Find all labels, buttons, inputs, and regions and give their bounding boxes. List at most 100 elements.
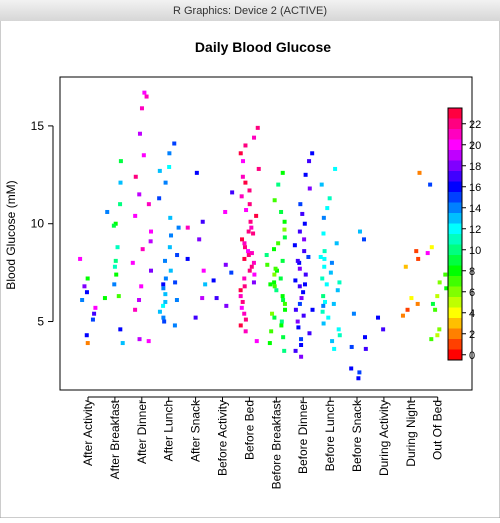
point	[111, 223, 116, 228]
point	[283, 307, 288, 312]
point	[336, 327, 341, 332]
point	[444, 286, 449, 291]
point	[282, 348, 287, 353]
plot-box	[59, 76, 473, 391]
point	[240, 237, 245, 242]
point	[78, 256, 83, 261]
point	[248, 219, 253, 224]
point	[267, 341, 272, 346]
point	[133, 307, 138, 312]
point	[84, 290, 89, 295]
point	[256, 166, 261, 171]
point	[92, 311, 97, 316]
point	[185, 225, 190, 230]
point	[239, 305, 244, 310]
point	[430, 301, 435, 306]
point	[249, 225, 254, 230]
point	[133, 174, 138, 179]
colorbar-label: 10	[469, 245, 481, 257]
point	[114, 272, 119, 277]
point	[273, 266, 278, 271]
point	[214, 296, 219, 301]
colorbar-label: 6	[469, 287, 475, 299]
point	[299, 296, 304, 301]
point	[325, 206, 330, 211]
point	[161, 315, 166, 320]
point	[252, 135, 257, 140]
point	[307, 186, 312, 191]
point	[249, 251, 254, 256]
colorbar-cell	[448, 286, 462, 297]
point	[415, 301, 420, 306]
point	[163, 299, 168, 304]
y-tick-label: 5	[37, 315, 44, 329]
colorbar-cell	[448, 202, 462, 213]
point	[137, 337, 142, 342]
colorbar-label: 12	[469, 224, 481, 236]
point	[246, 253, 251, 258]
point	[247, 188, 252, 193]
colorbar-cell	[448, 255, 462, 266]
point	[102, 296, 107, 301]
point	[185, 256, 190, 261]
point	[298, 202, 303, 207]
x-tick-label: After Activity	[81, 400, 95, 466]
point	[327, 196, 332, 201]
point	[405, 307, 410, 312]
point	[272, 247, 277, 252]
point	[230, 190, 235, 195]
colorbar-label: 16	[469, 182, 481, 194]
point	[139, 106, 144, 111]
point	[321, 294, 326, 299]
x-tick-label: After Lunch	[162, 400, 176, 461]
colorbar-label: 8	[469, 266, 475, 278]
point	[163, 292, 168, 297]
point	[361, 237, 366, 242]
y-tick-label: 10	[31, 217, 45, 231]
point	[321, 303, 326, 308]
point	[93, 305, 98, 310]
point	[326, 315, 331, 320]
colorbar-cell	[448, 171, 462, 182]
colorbar-label: 22	[469, 119, 481, 131]
point	[146, 202, 151, 207]
point	[293, 348, 298, 353]
point	[90, 317, 95, 322]
point	[335, 288, 340, 293]
point	[297, 301, 302, 306]
point	[280, 258, 285, 263]
point	[280, 294, 285, 299]
point	[112, 264, 117, 269]
point	[330, 339, 335, 344]
point	[302, 282, 307, 287]
colorbar-cell	[448, 234, 462, 245]
point	[85, 276, 90, 281]
point	[270, 311, 275, 316]
point	[82, 284, 87, 289]
point	[321, 215, 326, 220]
point	[167, 164, 172, 169]
point	[443, 272, 448, 277]
colorbar-cell	[448, 244, 462, 255]
colorbar-cell	[448, 181, 462, 192]
point	[141, 153, 146, 158]
point	[334, 241, 339, 246]
point	[254, 213, 259, 218]
point	[437, 327, 442, 332]
point	[400, 313, 405, 318]
point	[105, 209, 110, 214]
point	[193, 315, 198, 320]
colorbar-cell	[448, 297, 462, 308]
point	[276, 182, 281, 187]
point	[116, 294, 121, 299]
point	[146, 339, 151, 344]
point	[319, 182, 324, 187]
point	[246, 229, 251, 234]
colorbar-cell	[448, 265, 462, 276]
colorbar-cell	[448, 118, 462, 129]
point	[303, 272, 308, 277]
x-tick-label: After Snack	[189, 399, 203, 462]
point	[249, 264, 254, 269]
point	[174, 298, 179, 303]
point	[242, 311, 247, 316]
